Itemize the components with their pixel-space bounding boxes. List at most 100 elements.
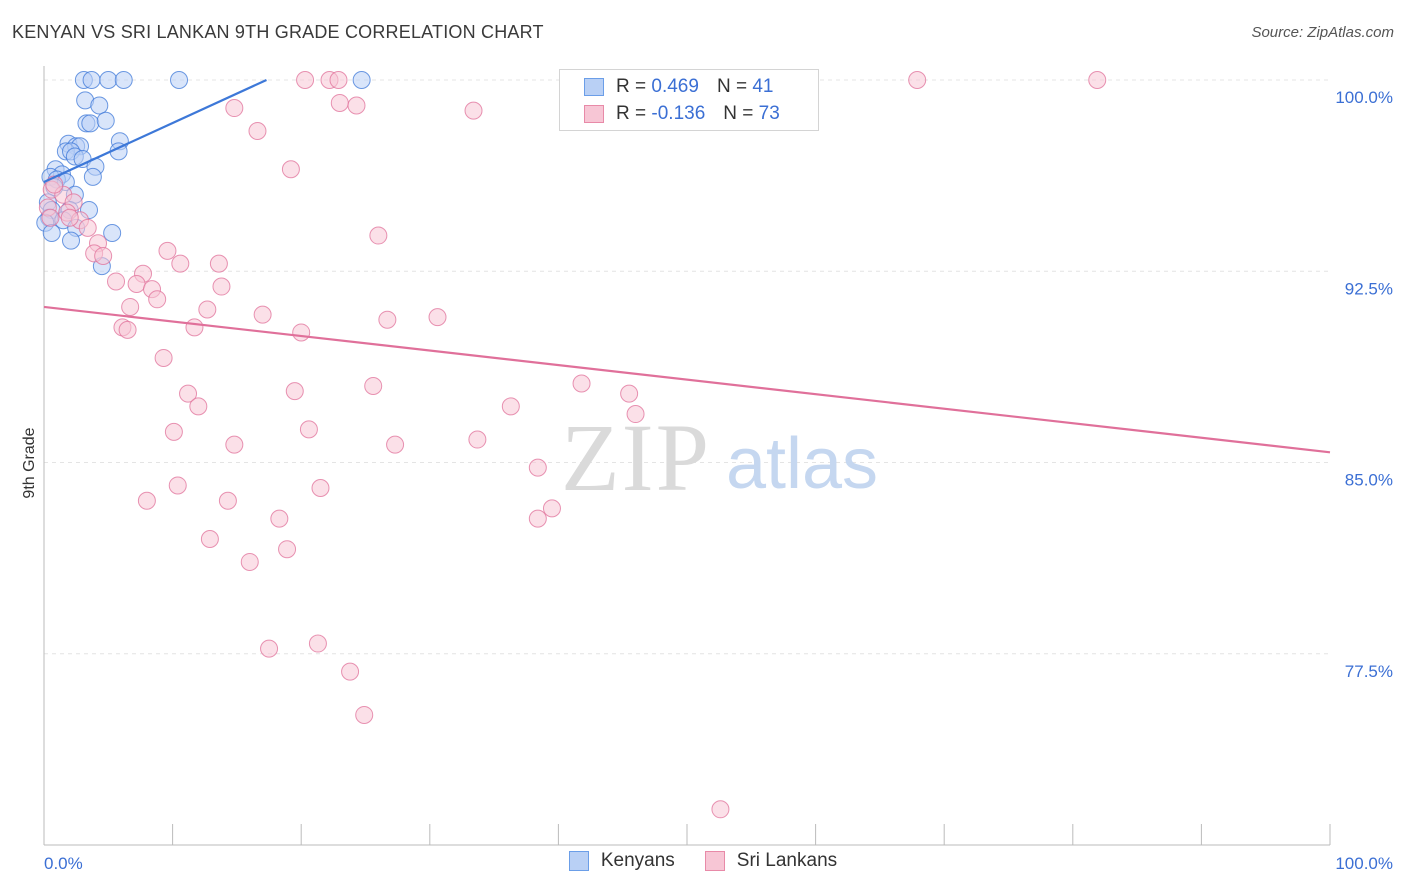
series-legend-sri-lankans: Sri Lankans: [704, 850, 838, 872]
y-tick-label: 77.5%: [1345, 662, 1393, 681]
sri-lankan-point: [168, 476, 187, 495]
kenyan-point: [96, 111, 115, 130]
sri-lankan-point: [270, 509, 289, 528]
sri-lankan-point: [378, 310, 397, 329]
legend-swatch-kenyans: [584, 78, 604, 96]
y-tick-label: 92.5%: [1345, 279, 1393, 298]
legend-n-value: 73: [758, 103, 780, 124]
gridlines: [44, 79, 1330, 655]
kenyan-point: [42, 224, 61, 242]
kenyan-point: [90, 96, 109, 115]
sri-lankan-point: [209, 254, 228, 273]
sri-lankan-point: [620, 384, 639, 403]
sri-lankan-point: [127, 275, 146, 293]
kenyan-point: [81, 114, 100, 133]
sri-lankan-point: [200, 530, 219, 548]
sri-lankan-point: [253, 305, 272, 324]
sri-lankan-point: [189, 397, 208, 416]
sri-lankan-point: [296, 71, 315, 89]
sri-lankan-point: [711, 800, 730, 819]
sri-lankan-point: [171, 254, 190, 273]
sri-lankan-point: [137, 491, 156, 510]
sri-lankan-point: [225, 435, 244, 454]
legend-r-value: -0.136: [651, 103, 706, 124]
sri-lankan-point: [528, 458, 547, 477]
legend-n-label: N =: [723, 103, 754, 124]
chart-title: KENYAN VS SRI LANKAN 9TH GRADE CORRELATI…: [12, 22, 544, 42]
sri-lankan-point: [41, 208, 60, 227]
sri-lankan-point: [45, 175, 64, 194]
sri-lankan-point: [240, 552, 259, 571]
sri-lankan-point: [369, 226, 388, 245]
series-swatch-kenyans: [568, 851, 589, 871]
legend-r-label: R =: [616, 76, 647, 97]
sri-lankan-point: [148, 290, 167, 309]
data-points: [36, 71, 1107, 819]
sri-lankan-point: [329, 71, 348, 89]
sri-lankan-point: [311, 479, 330, 497]
sri-lankan-point: [308, 634, 327, 653]
watermark-atlas: atlas: [726, 424, 878, 504]
legend-n-value: 41: [752, 76, 774, 97]
sri-lankan-point: [198, 300, 217, 319]
legend-row-sri-lankans: R = -0.136 N = 73: [584, 101, 780, 127]
sri-lankan-point: [464, 101, 483, 120]
sri-lankan-point: [292, 323, 311, 342]
kenyan-point: [170, 71, 189, 89]
sri-lankan-point: [158, 241, 177, 260]
y-tick-label: 85.0%: [1345, 471, 1393, 490]
sri-lankan-point: [260, 639, 279, 658]
sri-lankan-point: [218, 491, 237, 510]
x-tick-label: 100.0%: [1335, 854, 1393, 873]
sri-lankan-point: [212, 277, 231, 296]
sri-lankan-point: [626, 405, 645, 424]
legend-r-label: R =: [616, 103, 647, 124]
sri-lankan-point: [1088, 71, 1107, 89]
sri-lankan-point: [468, 430, 487, 449]
series-label-kenyans: Kenyans: [600, 850, 675, 871]
sri-lankan-point: [908, 71, 927, 89]
legend-r-value: 0.469: [651, 76, 699, 97]
sri-lankan-point: [285, 382, 304, 401]
sri-lankan-point: [118, 320, 137, 339]
kenyan-point: [83, 167, 102, 186]
sri-lankan-point: [347, 96, 366, 115]
sri-lankan-point: [248, 122, 267, 140]
sri-lankan-point: [78, 218, 97, 237]
kenyan-point: [103, 224, 122, 242]
sri-lankan-point: [60, 208, 79, 227]
legend-row-kenyans: R = 0.469 N = 41: [584, 74, 773, 100]
sri-lankan-point: [501, 397, 520, 416]
sri-lankan-point: [528, 509, 547, 528]
sri-lankan-point: [330, 93, 349, 112]
tick-labels: 100.0% 92.5% 85.0% 77.5% 0.0% 100.0%: [44, 88, 1393, 873]
sri-lankan-point: [281, 160, 300, 179]
series-label-sri-lankans: Sri Lankans: [736, 850, 838, 871]
kenyan-point: [114, 71, 133, 89]
sri-lankan-point: [299, 420, 318, 439]
sri-lankan-point: [572, 374, 591, 393]
sri-lankan-point: [107, 272, 126, 291]
sri-lankan-point: [542, 499, 561, 518]
correlation-legend: R = 0.469 N = 41 R = -0.136 N = 73: [559, 69, 819, 131]
kenyan-point: [82, 71, 101, 89]
series-legend-kenyans: Kenyans: [568, 850, 675, 872]
sri-lankan-point: [386, 435, 405, 454]
sri-lankan-point: [121, 297, 140, 316]
sri-lankan-point: [164, 422, 183, 441]
x-tick-label: 0.0%: [44, 854, 83, 873]
kenyan-point: [62, 231, 81, 250]
sri-lankan-point: [355, 705, 374, 724]
kenyan-point: [99, 71, 118, 89]
sri-lankan-point: [154, 348, 173, 367]
legend-n-label: N =: [716, 76, 748, 97]
series-swatch-sri-lankans: [704, 851, 725, 871]
source-label: Source: ZipAtlas.com: [1251, 24, 1394, 41]
series-legend: Kenyans Sri Lankans: [0, 850, 1406, 872]
y-axis-label: 9th Grade: [21, 427, 38, 498]
sri-lankan-point: [428, 308, 447, 327]
sri-lankan-point: [185, 318, 204, 337]
y-tick-label: 100.0%: [1335, 88, 1393, 107]
trend-lines: [43, 79, 1331, 454]
